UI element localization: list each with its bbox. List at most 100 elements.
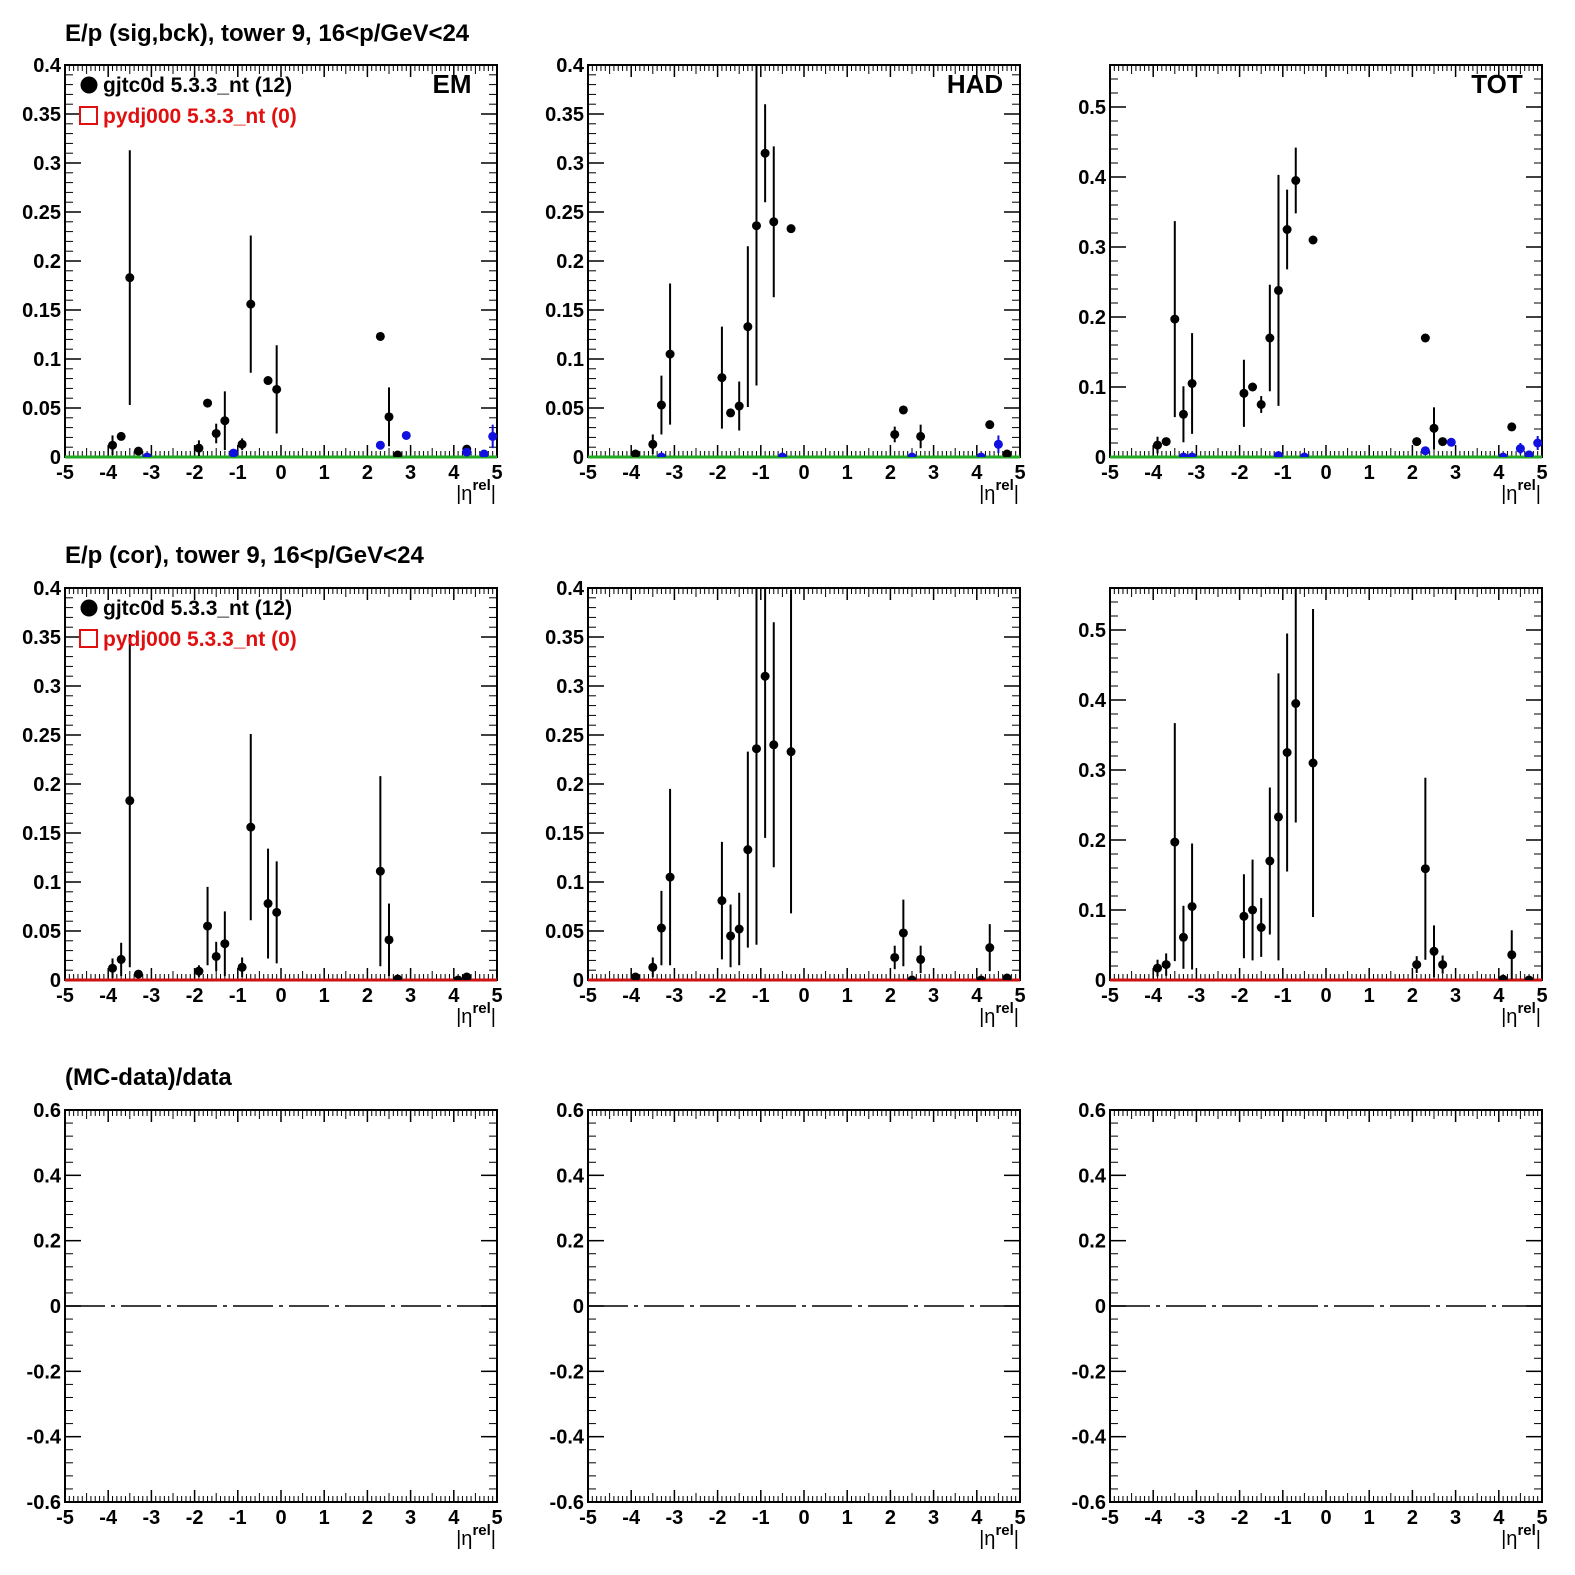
data-marker xyxy=(743,845,753,855)
data-marker xyxy=(726,931,736,941)
data-marker xyxy=(125,273,135,283)
x-axis-label: |ηrel| xyxy=(456,1000,496,1028)
background-marker xyxy=(1446,437,1456,447)
y-tick-label: 0.15 xyxy=(22,823,61,845)
data-marker xyxy=(769,217,779,227)
data-marker xyxy=(760,671,770,681)
x-tick-label: -1 xyxy=(752,462,770,484)
y-tick-label: 0.4 xyxy=(33,55,62,77)
y-tick-label: -0.6 xyxy=(27,1492,61,1514)
panel-7: -5 -4 -3 -2 -1 0 1 2 3 4 5|ηrel| -0.6 -0.4 -0.2 0 0.2 0.… xyxy=(550,1100,1026,1550)
y-tick-label: 0.1 xyxy=(1078,377,1106,399)
x-tick-label: 5 xyxy=(491,985,502,1007)
y-tick-label: 0 xyxy=(573,447,584,469)
x-tick-label: -5 xyxy=(579,1507,597,1529)
x-tick-label: -4 xyxy=(99,985,118,1007)
data-marker xyxy=(272,384,282,394)
data-marker xyxy=(1429,946,1439,956)
data-marker xyxy=(203,921,213,931)
points-group xyxy=(631,65,1012,457)
y-tick-label: -0.4 xyxy=(550,1427,585,1449)
x-tick-label: 3 xyxy=(1450,985,1461,1007)
data-marker xyxy=(656,923,666,933)
x-tick-label: -5 xyxy=(1101,462,1119,484)
data-marker xyxy=(462,972,472,980)
y-tick-label: 0 xyxy=(573,1296,584,1318)
data-marker xyxy=(1308,758,1318,768)
y-tick-label: 0.4 xyxy=(1078,167,1107,189)
x-tick-label: -2 xyxy=(1231,462,1249,484)
x-tick-label: -1 xyxy=(1274,462,1292,484)
data-marker xyxy=(1507,422,1517,432)
data-marker xyxy=(648,439,658,449)
data-marker xyxy=(272,907,282,917)
background-marker xyxy=(488,431,497,441)
x-tick-label: 4 xyxy=(448,1507,460,1529)
legend-mc-marker xyxy=(79,629,98,648)
data-marker xyxy=(1507,950,1517,960)
x-tick-label: -1 xyxy=(752,985,770,1007)
data-marker xyxy=(1412,960,1422,970)
background-marker xyxy=(1299,452,1309,457)
x-tick-label: -3 xyxy=(143,1507,161,1529)
background-marker xyxy=(401,430,411,440)
data-marker xyxy=(1002,449,1012,457)
data-marker xyxy=(890,952,900,962)
x-tick-label: 4 xyxy=(1493,462,1505,484)
data-marker xyxy=(237,439,247,449)
y-tick-label: 0.25 xyxy=(22,202,61,224)
background-marker xyxy=(1187,452,1197,457)
legend-mc-marker xyxy=(79,106,98,125)
data-marker xyxy=(1498,974,1508,980)
x-tick-label: -1 xyxy=(752,1507,770,1529)
data-marker xyxy=(384,412,394,422)
x-tick-label: -5 xyxy=(1101,985,1119,1007)
y-tick-label: 0.2 xyxy=(1078,1231,1106,1253)
background-marker xyxy=(1515,444,1525,454)
y-tick-label: 0.2 xyxy=(33,774,61,796)
x-tick-label: -5 xyxy=(56,462,74,484)
y-tick-label: 0.4 xyxy=(1078,690,1107,712)
x-tick-label: -1 xyxy=(1274,1507,1292,1529)
points-group xyxy=(108,634,472,980)
x-tick-label: -2 xyxy=(1231,1507,1249,1529)
x-tick-label: 0 xyxy=(275,1507,286,1529)
panel-label: TOT xyxy=(1471,69,1523,99)
x-tick-label: -1 xyxy=(229,462,247,484)
background-marker xyxy=(1178,452,1188,457)
y-tick-label: 0.3 xyxy=(556,676,584,698)
x-tick-label: 2 xyxy=(362,1507,373,1529)
x-tick-label: 1 xyxy=(842,1507,853,1529)
x-tick-label: 0 xyxy=(275,462,286,484)
x-tick-label: 4 xyxy=(971,462,983,484)
data-marker xyxy=(898,928,908,938)
x-tick-label: 3 xyxy=(928,1507,939,1529)
y-tick-label: 0.25 xyxy=(22,725,61,747)
background-marker xyxy=(976,452,986,457)
data-marker xyxy=(1282,748,1292,757)
legend-data-label: gjtc0d 5.3.3_nt (12) xyxy=(103,597,292,620)
data-marker xyxy=(1002,973,1012,980)
data-marker xyxy=(1420,333,1430,343)
data-marker xyxy=(1187,902,1197,911)
x-tick-label: 5 xyxy=(1014,1507,1025,1529)
row-title-sigbck: E/p (sig,bck), tower 9, 16<p/GeV<24 xyxy=(65,20,470,47)
x-tick-label: -3 xyxy=(666,985,684,1007)
data-marker xyxy=(246,822,256,832)
y-tick-label: 0 xyxy=(1095,1296,1106,1318)
data-marker xyxy=(1291,176,1301,185)
y-tick-label: 0.5 xyxy=(1078,620,1106,642)
y-tick-label: 0 xyxy=(50,970,61,992)
data-marker xyxy=(1248,905,1258,915)
x-tick-label: 2 xyxy=(1407,985,1418,1007)
x-tick-label: -3 xyxy=(1188,462,1206,484)
x-tick-label: -5 xyxy=(56,985,74,1007)
y-tick-label: 0.1 xyxy=(556,872,584,894)
y-tick-label: 0 xyxy=(50,447,61,469)
y-tick-label: 0 xyxy=(50,1296,61,1318)
x-tick-label: 3 xyxy=(405,985,416,1007)
y-tick-label: 0.3 xyxy=(1078,237,1106,259)
data-marker xyxy=(665,872,675,882)
x-tick-label: -1 xyxy=(1274,985,1292,1007)
y-tick-label: 0.4 xyxy=(33,1165,62,1187)
